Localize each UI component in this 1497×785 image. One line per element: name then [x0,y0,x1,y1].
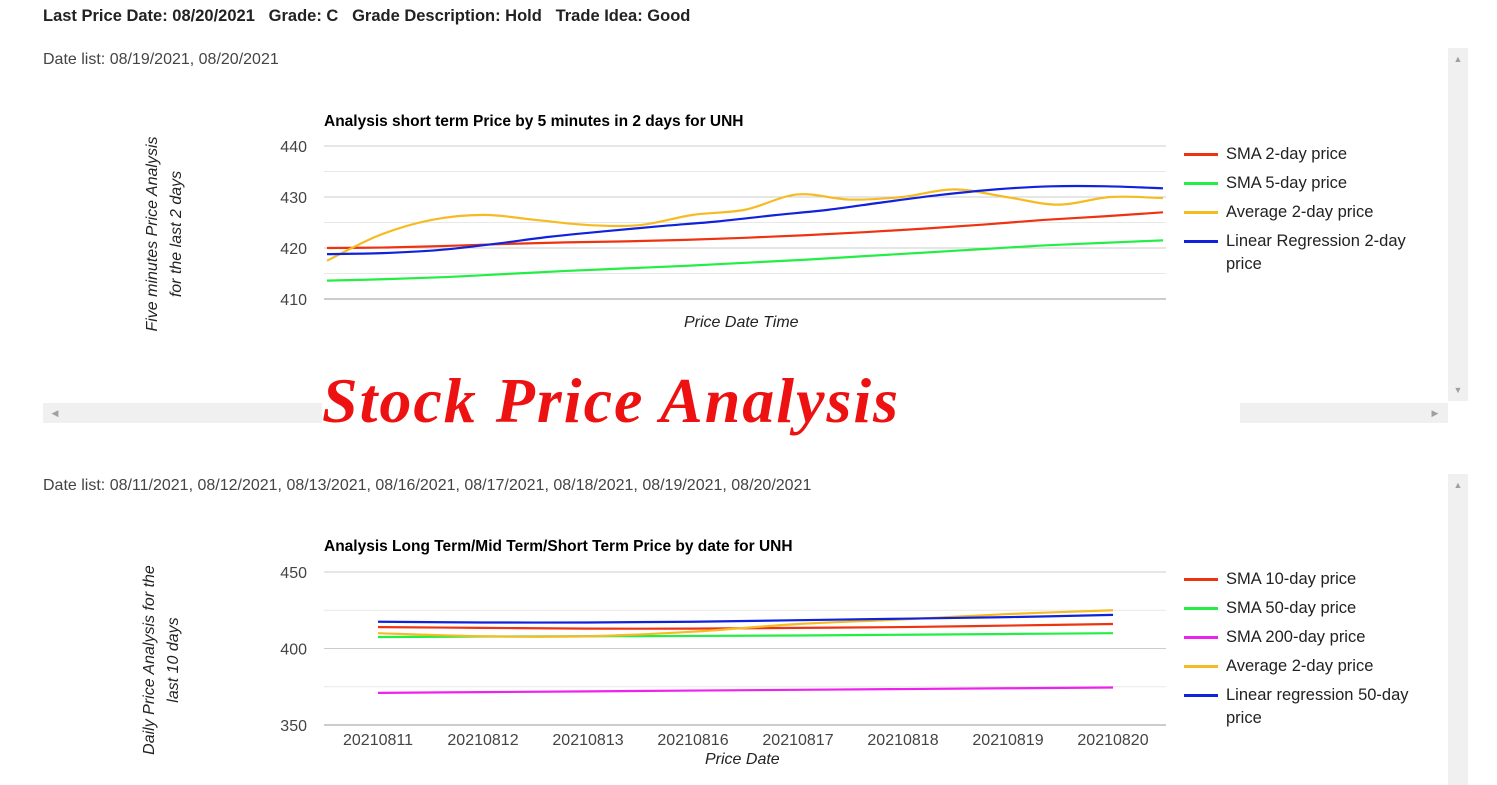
stock-summary-header: Last Price Date: 08/20/2021 Grade: C Gra… [43,7,691,25]
series-line-sma-5-day-price [326,239,1164,282]
legend-swatch [1184,665,1218,668]
x-tick-label: 20210816 [657,732,728,749]
stock-price-analysis-banner: Stock Price Analysis [322,360,1240,442]
legend-item-sma-50-day: SMA 50-day price [1184,597,1426,620]
legend-swatch [1184,240,1218,243]
x-tick-label: 20210812 [447,732,518,749]
banner-text: Stock Price Analysis [322,365,901,436]
legend-item-sma-200-day: SMA 200-day price [1184,626,1426,649]
legend-item-linear-regression-50-day: Linear regression 50-day price [1184,684,1426,730]
x-tick-label: 20210817 [762,732,833,749]
legend-item-sma-10-day: SMA 10-day price [1184,568,1426,591]
vertical-scrollbar[interactable]: ▲ [1448,474,1468,785]
y-tick-label: 410 [280,292,307,309]
scroll-left-arrow-icon[interactable]: ◀ [51,408,59,418]
legend-label: SMA 5-day price [1226,174,1348,192]
legend-swatch [1184,153,1218,156]
legend-label: Average 2-day price [1226,203,1374,221]
legend-label: SMA 10-day price [1226,570,1357,588]
y-tick-label: 420 [280,241,307,258]
x-tick-label: 20210813 [552,732,623,749]
y-tick-label: 450 [280,565,307,582]
long-term-x-axis-label: Price Date [705,751,780,768]
vertical-scrollbar[interactable]: ▲ ▼ [1448,48,1468,401]
scroll-up-arrow-icon[interactable]: ▲ [1453,480,1463,490]
x-tick-label: 20210820 [1077,732,1148,749]
legend-swatch [1184,182,1218,185]
legend-item-sma-2-day: SMA 2-day price [1184,143,1426,166]
scroll-down-arrow-icon[interactable]: ▼ [1453,385,1463,395]
legend-item-sma-5-day: SMA 5-day price [1184,172,1426,195]
x-tick-label: 20210819 [972,732,1043,749]
legend-label: SMA 50-day price [1226,599,1357,617]
series-line-sma-2-day-price [326,211,1164,250]
legend-swatch [1184,694,1218,697]
legend-swatch [1184,636,1218,639]
long-term-y-axis-label: Daily Price Analysis for the last 10 day… [141,565,182,755]
legend-label: SMA 2-day price [1226,145,1348,163]
scroll-right-arrow-icon[interactable]: ▶ [1431,408,1439,418]
legend-item-average-2-day: Average 2-day price [1184,655,1426,678]
series-line-sma-200-day-price [377,686,1114,694]
legend-label: Linear Regression 2-day price [1226,232,1406,273]
x-tick-label: 20210818 [867,732,938,749]
series-line-linear-regression-2-day-price [326,184,1164,256]
short-term-x-axis-label: Price Date Time [684,314,799,331]
legend-label: Linear regression 50-day price [1226,686,1409,727]
date-list-long-term: Date list: 08/11/2021, 08/12/2021, 08/13… [43,477,812,494]
y-tick-label: 430 [280,190,307,207]
y-tick-label: 350 [280,718,307,735]
legend-item-linear-regression-2-day: Linear Regression 2-day price [1184,230,1426,276]
long-term-chart-panel: ▲ [43,474,1468,785]
y-tick-label: 440 [280,139,307,156]
x-tick-label: 20210811 [343,732,413,749]
legend-swatch [1184,578,1218,581]
scroll-up-arrow-icon[interactable]: ▲ [1453,54,1463,64]
short-term-chart-title: Analysis short term Price by 5 minutes i… [324,113,744,130]
series-line-average-2-day-price [326,188,1164,262]
legend-item-average-2-day: Average 2-day price [1184,201,1426,224]
date-list-short-term: Date list: 08/19/2021, 08/20/2021 [43,51,279,68]
long-term-legend: SMA 10-day price SMA 50-day price SMA 20… [1184,568,1426,736]
legend-swatch [1184,211,1218,214]
legend-label: SMA 200-day price [1226,628,1366,646]
series-line-average-2-day-price [377,609,1114,638]
y-tick-label: 400 [280,642,307,659]
series-line-linear-regression-50-day-price [377,613,1114,624]
short-term-legend: SMA 2-day price SMA 5-day price Average … [1184,143,1426,282]
long-term-chart-title: Analysis Long Term/Mid Term/Short Term P… [324,538,793,555]
legend-label: Average 2-day price [1226,657,1374,675]
legend-swatch [1184,607,1218,610]
